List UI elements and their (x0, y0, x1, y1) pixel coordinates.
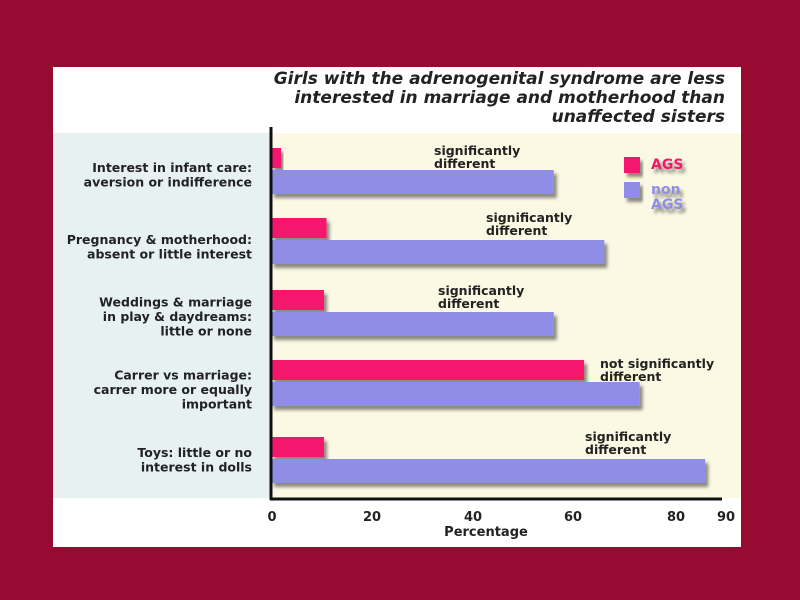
x-tick-label: 0 (267, 510, 276, 525)
category-label: important (182, 397, 252, 412)
x-tick-label: 20 (363, 510, 381, 525)
bar-ags (271, 437, 325, 457)
chart-title-line: interested in marriage and motherhood th… (294, 88, 725, 108)
significance-annotation: not significantly (600, 356, 714, 371)
legend-label: AGS (651, 157, 683, 173)
significance-annotation: different (438, 296, 499, 311)
bar-ags (271, 290, 325, 310)
bar-non-ags (271, 240, 605, 264)
significance-annotation: different (434, 156, 495, 171)
category-label: little or none (160, 324, 252, 339)
category-label: Carrer vs marriage: (114, 368, 252, 383)
bar-non-ags (271, 382, 640, 406)
significance-annotation: significantly (486, 210, 572, 225)
significance-annotation: significantly (434, 143, 520, 158)
x-tick-label: 60 (564, 510, 582, 525)
category-label: Toys: little or no (137, 445, 252, 460)
significance-annotation: significantly (438, 283, 524, 298)
significance-annotation: different (600, 369, 661, 384)
legend-swatch-non-ags (624, 182, 640, 198)
bar-ags (271, 218, 327, 238)
category-label: in play & daydreams: (103, 309, 252, 324)
x-tick-label: 40 (464, 510, 482, 525)
category-label: carrer more or equally (94, 382, 252, 397)
x-axis-label: Percentage (444, 525, 528, 540)
legend-swatch-ags (624, 157, 640, 173)
legend-label: non (651, 182, 681, 198)
x-tick-label: 80 (667, 510, 685, 525)
chart-title-line: unaffected sisters (552, 107, 725, 127)
bar-non-ags (271, 459, 706, 483)
category-label: interest in dolls (141, 459, 252, 474)
legend-label: AGS (651, 197, 683, 213)
bar-non-ags (271, 170, 554, 194)
bar-ags (271, 360, 585, 380)
label-panel (53, 133, 271, 498)
bar-ags (271, 148, 282, 168)
category-label: Interest in infant care: (92, 160, 252, 175)
significance-annotation: significantly (585, 429, 671, 444)
chart-title-line: Girls with the adrenogenital syndrome ar… (274, 69, 725, 89)
category-label: aversion or indifference (84, 174, 252, 189)
category-label: Pregnancy & motherhood: (67, 232, 252, 247)
category-label: Weddings & marriage (99, 295, 252, 310)
significance-annotation: different (486, 223, 547, 238)
significance-annotation: different (585, 442, 646, 457)
bar-non-ags (271, 312, 554, 336)
category-label: absent or little interest (87, 246, 252, 261)
x-tick-label: 90 (717, 510, 735, 525)
